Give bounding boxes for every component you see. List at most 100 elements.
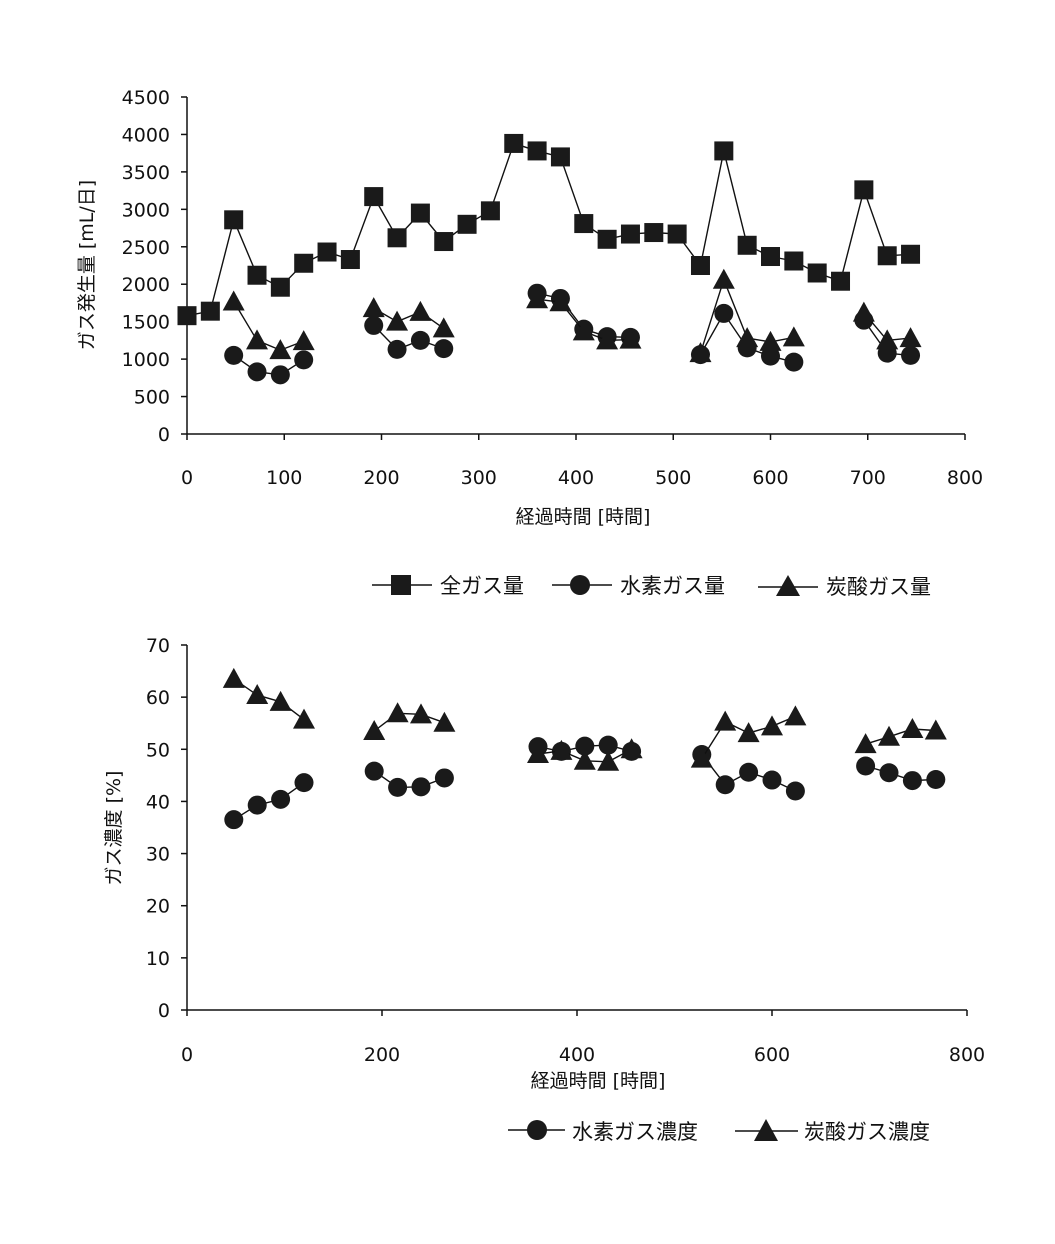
data-point-circle <box>901 345 921 365</box>
chart1-x-tick-label: 200 <box>363 467 399 489</box>
data-point-square <box>410 203 430 223</box>
data-point-circle <box>575 736 595 756</box>
chart2-x-tick-label: 800 <box>949 1044 985 1066</box>
data-point-square <box>714 141 734 161</box>
data-point-circle <box>926 770 946 790</box>
data-point-triangle <box>737 722 760 743</box>
legend-label-co2-concentration: 炭酸ガス濃度 <box>804 1120 930 1144</box>
legend-circle-marker-icon <box>527 1120 547 1140</box>
data-point-square <box>317 242 337 262</box>
chart1-x-tick-label: 500 <box>655 467 691 489</box>
data-point-circle <box>714 303 734 323</box>
chart1-y-tick-label: 2500 <box>122 237 170 259</box>
data-point-square <box>434 232 454 252</box>
series-line <box>186 142 911 317</box>
data-point-square <box>831 271 851 291</box>
data-point-square <box>761 247 780 267</box>
data-point-triangle <box>784 705 807 726</box>
data-point-triangle <box>433 711 456 732</box>
data-point-triangle <box>782 326 805 347</box>
data-point-square <box>737 235 757 255</box>
series-line <box>233 678 305 721</box>
data-point-circle <box>879 763 899 783</box>
data-point-triangle <box>759 330 782 351</box>
data-point-square <box>667 224 687 244</box>
legend-item-hydrogen-gas: 水素ガス量 <box>552 574 725 598</box>
series-circle <box>224 283 921 385</box>
data-point-circle <box>224 810 244 830</box>
legend-label-hydrogen-concentration: 水素ガス濃度 <box>572 1120 698 1144</box>
data-point-square <box>247 265 267 285</box>
data-point-triangle <box>899 327 922 348</box>
legend-circle-marker-icon <box>570 575 590 595</box>
chart2-x-tick-label: 600 <box>754 1044 790 1066</box>
data-point-triangle <box>526 288 549 309</box>
chart2-y-tick-label: 30 <box>146 844 170 866</box>
data-point-square <box>527 141 547 161</box>
chart2-x-tick-label: 0 <box>181 1044 193 1066</box>
chart1-y-tick-label: 2000 <box>122 274 170 296</box>
series-line <box>373 324 444 351</box>
data-point-square <box>901 244 921 264</box>
data-point-triangle <box>386 702 409 723</box>
chart2-y-tick-label: 0 <box>158 1000 170 1022</box>
chart1-y-tick-label: 4000 <box>122 124 170 146</box>
series-line <box>373 770 445 789</box>
data-point-triangle <box>854 733 877 754</box>
data-point-square <box>224 210 244 230</box>
data-point-triangle <box>222 290 245 311</box>
data-point-triangle <box>222 667 245 688</box>
data-point-square <box>807 263 827 283</box>
data-point-triangle <box>363 720 386 741</box>
chart1-x-tick-label: 400 <box>558 467 594 489</box>
data-point-circle <box>224 345 244 365</box>
data-point-circle <box>715 775 735 795</box>
series-square <box>177 133 921 326</box>
chart2-legend: 水素ガス濃度 炭酸ガス濃度 <box>508 1119 930 1144</box>
data-point-triangle <box>269 339 292 360</box>
data-point-triangle <box>619 328 642 349</box>
chart1-x-tick-label: 100 <box>266 467 302 489</box>
series-line <box>865 728 936 745</box>
data-point-triangle <box>410 703 432 724</box>
data-point-square <box>644 223 664 243</box>
data-point-circle <box>294 773 314 793</box>
data-point-triangle <box>620 738 643 759</box>
data-point-circle <box>364 761 384 781</box>
chart1-y-tick-label: 1500 <box>122 312 170 334</box>
data-point-circle <box>784 352 804 372</box>
data-point-triangle <box>269 690 292 711</box>
chart1-x-tick-label: 700 <box>850 467 886 489</box>
data-point-triangle <box>714 710 737 731</box>
legend-triangle-marker-icon <box>776 575 800 596</box>
legend-triangle-marker-icon <box>754 1119 778 1141</box>
series-line <box>865 765 936 782</box>
chart1-y-tick-label: 4500 <box>122 87 170 109</box>
data-point-triangle <box>572 320 595 341</box>
data-point-square <box>504 133 524 153</box>
data-point-circle <box>294 350 314 370</box>
chart1-y-tick-label: 1000 <box>122 349 170 371</box>
data-point-circle <box>434 768 454 788</box>
data-point-triangle <box>924 719 947 740</box>
series-triangle <box>222 268 922 363</box>
data-point-triangle <box>386 310 409 331</box>
data-point-circle <box>411 777 431 797</box>
data-point-triangle <box>736 327 759 348</box>
legend-label-hydrogen-gas: 水素ガス量 <box>620 574 725 598</box>
data-point-circle <box>364 315 384 335</box>
series-circle <box>224 735 946 830</box>
data-point-triangle <box>878 725 900 746</box>
data-point-triangle <box>573 749 596 770</box>
data-point-square <box>597 229 617 249</box>
data-point-circle <box>410 330 430 350</box>
data-point-square <box>294 253 314 273</box>
chart2-x-tick-label: 400 <box>559 1044 595 1066</box>
data-point-triangle <box>246 329 269 350</box>
data-point-square <box>690 256 710 275</box>
chart-gas-production: 0 500 1000 1500 2000 2500 3000 3500 4000 4500 0 10… <box>76 87 983 599</box>
data-point-triangle <box>876 329 899 350</box>
chart2-y-tick-label: 50 <box>146 739 170 761</box>
data-point-triangle <box>690 747 713 768</box>
data-point-square <box>877 246 897 266</box>
